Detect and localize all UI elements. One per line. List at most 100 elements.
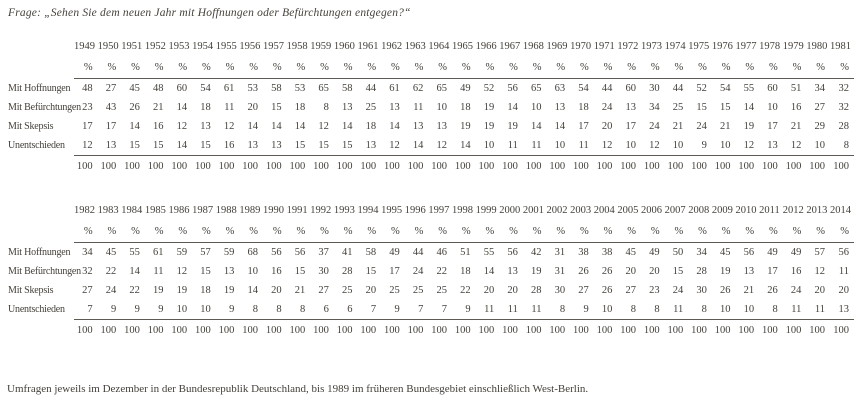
total-cell: 100 bbox=[431, 325, 447, 336]
label-column-spacer bbox=[8, 221, 74, 243]
year-header: 1970 bbox=[570, 41, 592, 52]
year-header: 1972 bbox=[617, 41, 639, 52]
value-cell: 26 bbox=[578, 266, 589, 277]
value-cell: 10 bbox=[593, 300, 618, 320]
value-cell: 34 bbox=[649, 102, 660, 113]
year-header: 1974 bbox=[664, 41, 686, 52]
value-cell: 19 bbox=[223, 285, 235, 296]
percent-sign: % bbox=[830, 221, 854, 243]
value-cell: 13 bbox=[759, 136, 783, 156]
year-header: 1999 bbox=[475, 205, 497, 216]
percent-sign: % bbox=[215, 57, 240, 79]
total-cell: 100 bbox=[265, 325, 282, 336]
value-cell: 17 bbox=[105, 121, 117, 132]
value-cell: 51 bbox=[790, 83, 802, 94]
percent-sign: % bbox=[782, 57, 807, 79]
percent-sign: % bbox=[333, 57, 358, 79]
percent-sign: % bbox=[168, 221, 193, 243]
total-cell: 100 bbox=[596, 161, 613, 172]
value-cell: 18 bbox=[578, 102, 589, 113]
value-cell: 55 bbox=[129, 247, 140, 258]
percent-sign: % bbox=[570, 57, 594, 79]
value-cell: 31 bbox=[554, 266, 566, 277]
total-row: 100 100 100 100 100 100 100 100 100 100 100 100 100 1… bbox=[8, 320, 854, 342]
value-cell: 27 bbox=[814, 102, 826, 113]
total-cell: 100 bbox=[407, 325, 424, 336]
percent-sign: % bbox=[263, 221, 287, 243]
value-cell: 9 bbox=[570, 300, 594, 320]
value-cell: 10 bbox=[546, 136, 571, 156]
value-cell: 10 bbox=[735, 300, 760, 320]
value-cell: 46 bbox=[436, 247, 448, 258]
value-cell: 45 bbox=[625, 247, 637, 258]
value-cell: 11 bbox=[224, 102, 235, 113]
value-cell: 24 bbox=[412, 266, 424, 277]
total-cell: 100 bbox=[360, 161, 377, 172]
value-cell: 38 bbox=[601, 247, 613, 258]
value-cell: 20 bbox=[838, 285, 850, 296]
percent-unit-row: %%%%%%%%%%%%%%%%%%%%%%%%%%%%%%%%% bbox=[8, 57, 854, 79]
value-cell: 34 bbox=[814, 83, 826, 94]
value-cell: 11 bbox=[782, 300, 807, 320]
year-header: 1954 bbox=[192, 41, 214, 52]
value-cell: 12 bbox=[74, 136, 98, 156]
value-cell: 19 bbox=[483, 121, 495, 132]
value-cell: 10 bbox=[168, 300, 193, 320]
value-cell: 15 bbox=[144, 136, 169, 156]
percent-sign: % bbox=[74, 57, 98, 79]
total-cell: 100 bbox=[478, 161, 495, 172]
label-column-spacer bbox=[8, 200, 74, 221]
value-cell: 7 bbox=[357, 300, 382, 320]
value-cell: 12 bbox=[176, 121, 188, 132]
year-header: 2012 bbox=[782, 205, 804, 216]
total-cell: 100 bbox=[643, 161, 660, 172]
total-cell: 100 bbox=[336, 325, 353, 336]
percent-sign: % bbox=[333, 221, 358, 243]
year-header: 1988 bbox=[215, 205, 237, 216]
year-header: 1979 bbox=[782, 41, 804, 52]
total-cell: 100 bbox=[738, 161, 755, 172]
value-cell: 11 bbox=[499, 136, 523, 156]
year-header: 2003 bbox=[570, 205, 592, 216]
value-cell: 23 bbox=[649, 285, 660, 296]
year-header: 2002 bbox=[546, 205, 568, 216]
value-cell: 20 bbox=[247, 102, 259, 113]
value-cell: 7 bbox=[428, 300, 452, 320]
value-cell: 56 bbox=[507, 247, 518, 258]
value-cell: 19 bbox=[153, 285, 164, 296]
total-cell: 100 bbox=[714, 325, 731, 336]
value-cell: 8 bbox=[546, 300, 571, 320]
value-cell: 50 bbox=[672, 247, 684, 258]
percent-sign: % bbox=[664, 57, 689, 79]
total-cell: 100 bbox=[691, 325, 707, 336]
total-cell: 100 bbox=[124, 325, 140, 336]
value-cell: 23 bbox=[82, 102, 93, 113]
value-cell: 14 bbox=[483, 266, 495, 277]
value-cell: 10 bbox=[436, 102, 448, 113]
label-column-spacer bbox=[8, 156, 74, 178]
percent-sign: % bbox=[381, 221, 405, 243]
value-cell: 22 bbox=[460, 285, 471, 296]
total-cell: 100 bbox=[242, 325, 258, 336]
total-cell: 100 bbox=[195, 325, 211, 336]
total-cell: 100 bbox=[313, 325, 329, 336]
value-cell: 27 bbox=[625, 285, 637, 296]
value-cell: 60 bbox=[176, 83, 188, 94]
value-cell: 14 bbox=[531, 121, 542, 132]
value-cell: 38 bbox=[578, 247, 589, 258]
year-header: 1957 bbox=[263, 41, 284, 52]
percent-sign: % bbox=[759, 221, 783, 243]
value-cell: 20 bbox=[507, 285, 518, 296]
year-header: 2014 bbox=[830, 205, 851, 216]
value-cell: 25 bbox=[365, 102, 377, 113]
value-cell: 26 bbox=[601, 266, 613, 277]
value-cell: 34 bbox=[696, 247, 707, 258]
value-cell: 52 bbox=[696, 83, 707, 94]
value-cell: 8 bbox=[323, 102, 329, 113]
value-cell: 55 bbox=[483, 247, 495, 258]
total-cell: 100 bbox=[478, 325, 495, 336]
value-cell: 45 bbox=[105, 247, 117, 258]
value-cell: 24 bbox=[601, 102, 613, 113]
row-label: Mit Hoffnungen bbox=[8, 82, 71, 94]
value-cell: 52 bbox=[483, 83, 495, 94]
